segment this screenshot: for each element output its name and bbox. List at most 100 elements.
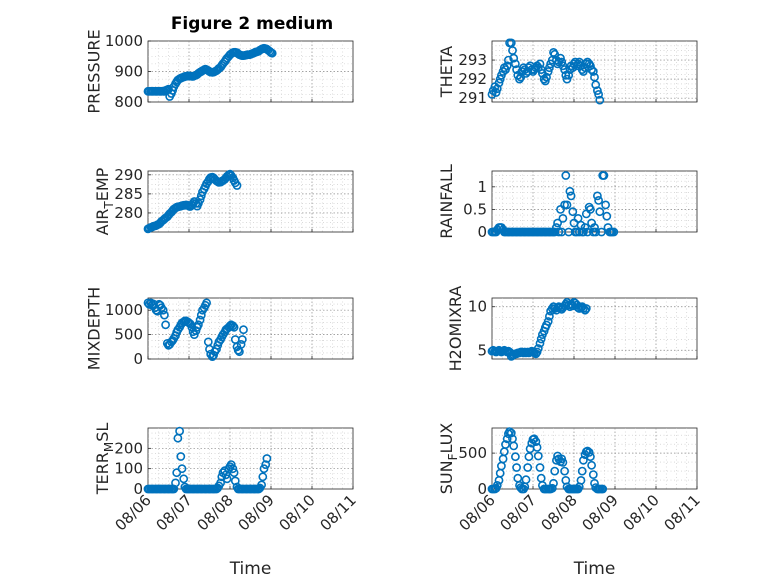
y-tick-label: 10 xyxy=(468,298,487,316)
data-point xyxy=(598,484,608,494)
data-point xyxy=(193,320,203,330)
data-point xyxy=(595,95,605,105)
y-tick-label: 0 xyxy=(133,350,143,368)
data-points xyxy=(143,298,248,361)
x-tick-label: 08/09 xyxy=(579,491,622,534)
data-points xyxy=(487,427,608,494)
data-point xyxy=(161,320,170,330)
data-point xyxy=(511,452,520,462)
data-point xyxy=(552,223,561,232)
x-tick-label: 08/08 xyxy=(538,491,581,534)
y-tick-label: 0 xyxy=(477,223,487,241)
data-point xyxy=(564,70,574,80)
data-point xyxy=(533,344,543,353)
data-point xyxy=(542,72,551,82)
data-point xyxy=(540,76,550,86)
y-tick-label: 1000 xyxy=(105,301,143,319)
data-point xyxy=(229,322,239,332)
data-point xyxy=(216,478,225,488)
data-point xyxy=(236,339,246,349)
data-point xyxy=(202,298,211,308)
data-point xyxy=(590,223,599,232)
data-points xyxy=(487,38,605,105)
data-point xyxy=(588,470,598,479)
figure-title: Figure 2 medium xyxy=(171,14,333,34)
data-point xyxy=(591,227,601,237)
data-point xyxy=(535,59,545,69)
data-point xyxy=(536,334,546,344)
data-point xyxy=(560,65,569,74)
data-point xyxy=(580,305,590,315)
data-point xyxy=(229,468,239,478)
data-point xyxy=(533,451,543,461)
data-point xyxy=(553,218,562,228)
x-axis-label: Time xyxy=(573,559,616,579)
data-point xyxy=(512,463,521,472)
y-axis-label: THETA xyxy=(437,46,456,98)
data-points xyxy=(143,43,277,101)
data-point xyxy=(506,428,516,438)
data-point xyxy=(224,322,234,332)
data-point xyxy=(594,90,603,99)
data-point xyxy=(543,317,553,326)
subplot-sun-flux: 0500SUNFLUX08/0608/0708/0808/0908/1008/1… xyxy=(437,423,704,579)
data-point xyxy=(237,335,247,344)
data-point xyxy=(505,427,514,436)
y-axis-label: MIXDEPTH xyxy=(85,287,104,370)
data-point xyxy=(552,55,561,65)
x-tick-label: 08/11 xyxy=(661,491,704,534)
y-axis-label: RAINFALL xyxy=(437,164,456,239)
y-tick-label: 1 xyxy=(477,178,487,196)
data-point xyxy=(556,53,565,63)
data-point xyxy=(183,317,193,327)
data-point xyxy=(228,464,238,474)
y-tick-label: 100 xyxy=(114,460,143,478)
data-point xyxy=(228,321,238,331)
data-point xyxy=(492,84,502,94)
data-point xyxy=(498,67,508,76)
data-point xyxy=(568,207,578,217)
data-point xyxy=(195,315,205,325)
data-point xyxy=(591,80,601,90)
y-axis-label: AIRTEMP xyxy=(93,167,116,235)
data-point xyxy=(179,474,189,484)
y-tick-label: 5 xyxy=(477,341,487,359)
x-tick-label: 08/11 xyxy=(317,491,360,534)
data-point xyxy=(593,191,602,201)
data-point xyxy=(579,227,588,237)
data-point xyxy=(494,78,504,88)
data-point xyxy=(580,223,590,232)
y-tick-label: 285 xyxy=(114,185,143,203)
data-point xyxy=(175,426,184,436)
data-point xyxy=(262,454,272,463)
data-point xyxy=(577,466,587,476)
y-tick-label: 290 xyxy=(114,166,143,184)
y-tick-label: 292 xyxy=(458,70,487,88)
data-point xyxy=(561,70,571,80)
y-tick-label: 0.5 xyxy=(463,200,487,218)
data-point xyxy=(588,67,598,76)
data-point xyxy=(554,227,564,237)
data-point xyxy=(550,466,560,476)
data-point xyxy=(545,63,554,73)
data-point xyxy=(587,65,596,74)
data-point xyxy=(535,338,545,348)
data-point xyxy=(581,304,591,313)
y-axis-label: PRESSURE xyxy=(85,29,104,113)
y-tick-label: 1000 xyxy=(105,32,143,50)
data-point xyxy=(225,321,235,331)
data-point xyxy=(557,57,567,67)
data-point xyxy=(261,460,271,469)
y-tick-label: 0 xyxy=(133,480,143,498)
data-point xyxy=(566,191,576,201)
data-point xyxy=(558,213,568,223)
data-point xyxy=(258,472,268,482)
data-point xyxy=(550,49,560,59)
y-axis-label: TERRMSL xyxy=(93,423,116,496)
data-point xyxy=(524,452,534,462)
y-tick-label: 293 xyxy=(458,51,487,69)
data-point xyxy=(207,352,217,361)
data-point xyxy=(535,463,545,472)
